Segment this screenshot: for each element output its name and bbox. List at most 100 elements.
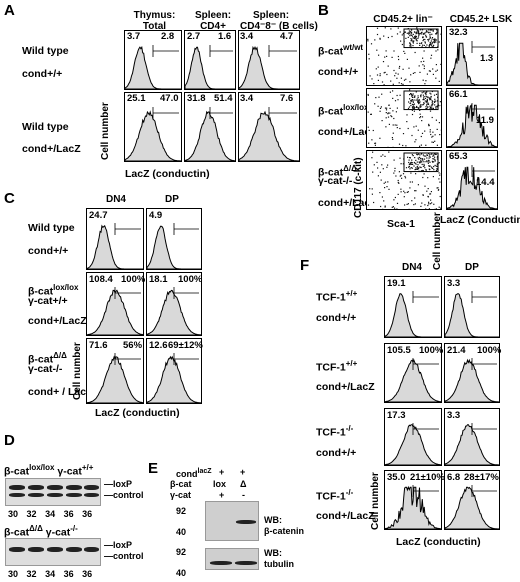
panel-f-hist-r4c1-gate	[412, 485, 439, 497]
panel-b-dotplot-1-point	[415, 37, 417, 39]
panel-b-dotplot-3-point	[394, 170, 396, 172]
panel-a-row2-genotype: Wild type	[22, 121, 69, 133]
panel-c-hist-r2c1-gate	[114, 287, 141, 299]
panel-b-dotplot-3-point	[432, 167, 434, 169]
panel-b-dotplot-1-point	[409, 35, 411, 37]
panel-b-dotplot-3-point	[394, 196, 396, 199]
panel-a-hist-r2c1-curve	[125, 110, 181, 161]
panel-b-dotplot-3-point	[435, 165, 437, 167]
panel-b-dotplot-2-point	[419, 106, 421, 108]
panel-b-dotplot-3-point	[424, 204, 426, 206]
panel-b-dotplot-3-point	[416, 153, 418, 155]
panel-e-marker-92-top: 92	[176, 506, 187, 516]
panel-b-dotplot-3-point	[371, 157, 373, 159]
panel-b-dotplot-2-point	[399, 127, 401, 130]
panel-b-dotplot-1-point	[427, 40, 430, 42]
panel-b-dotplot-1-point	[436, 29, 438, 31]
panel-b-dotplot-1-point	[420, 32, 423, 34]
panel-b-dotplot-1-point	[409, 42, 411, 44]
panel-b-dotplot-3-point	[432, 176, 434, 178]
panel-b-dotplot-2-point	[411, 103, 414, 105]
panel-b-dotplot-2-point	[430, 95, 432, 98]
panel-b-dotplot-1-point	[403, 79, 406, 81]
panel-a-hist-r1c3-curve-svg	[239, 45, 299, 89]
panel-b-dotplot-3-point	[394, 207, 396, 209]
panel-e-tubulin-band-1	[210, 561, 232, 565]
panel-b-dotplot-1-point	[391, 56, 393, 58]
panel-b-dotplot-1-point	[415, 35, 417, 37]
panel-b-dotplot-1-point	[433, 42, 435, 44]
panel-b-dotplot-3-point	[437, 187, 439, 189]
panel-b-dotplot-3-point	[407, 191, 409, 193]
panel-b-dotplot-1-point	[436, 69, 438, 71]
panel-a-hist-r1c2	[184, 30, 236, 90]
panel-b-dotplot-1-point	[419, 33, 421, 35]
panel-b-dotplot-3-point	[388, 188, 390, 190]
panel-b-dotplot-1-point	[410, 40, 412, 42]
panel-b-dotplot-2-point	[372, 129, 374, 132]
panel-f-row3-genotype: TCF-1-/-	[316, 424, 354, 439]
panel-b-dotplot-3-point	[400, 188, 402, 190]
panel-b-row1-genotype: β-catwt/wt	[318, 43, 364, 58]
panel-b-dotplot-3-point	[419, 166, 421, 168]
panel-b-dotplot-3-point	[420, 160, 422, 162]
panel-b-dotplot-2-point	[417, 97, 419, 99]
panel-b-dotplot-3-point	[404, 204, 406, 206]
panel-b-dotplot-2-point	[396, 124, 398, 126]
panel-b-dotplot-2-point	[436, 106, 438, 108]
panel-b-dotplot-1-point	[409, 30, 411, 32]
panel-b-dotplot-3-point	[423, 158, 426, 160]
panel-b-dotplot-3-point	[388, 151, 390, 153]
gel1-band-4a	[66, 485, 82, 490]
panel-b-dotplot-3-point	[410, 161, 412, 163]
panel-b-dotplot-1-point	[410, 74, 412, 76]
panel-b-dotplot-1-point	[416, 31, 418, 33]
panel-b-dotplot-1-point	[417, 30, 419, 32]
panel-c-hist-r3c2-curve-svg	[147, 353, 201, 403]
panel-f-hist-r2c2	[444, 343, 500, 403]
panel-b-dotplot-1	[366, 26, 442, 86]
panel-a-hist-r1c1-gate	[152, 45, 179, 57]
panel-b-dotplot-1-point	[428, 45, 430, 47]
panel-b-dotplot-2-point	[415, 125, 417, 127]
panel-b-dotplot-1-point	[422, 40, 424, 42]
panel-b-dotplot-1-point	[428, 38, 430, 40]
panel-b-dotplot-2-point	[375, 97, 377, 99]
panel-b-dotplot-2-point	[411, 113, 414, 116]
panel-b-dotplot-1-point	[408, 33, 410, 35]
panel-b-dotplot-1-point	[415, 35, 417, 38]
panel-b-dotplot-3-point	[405, 167, 408, 169]
panel-b-dotplot-2-point	[407, 127, 409, 130]
panel-b-dotplot-2-point	[419, 145, 421, 147]
panel-c-hist-r3c1-curve	[87, 355, 143, 403]
panel-b-dotplot-2-point	[418, 99, 421, 101]
panel-b-dotplot-3-point	[429, 193, 432, 195]
panel-b-dotplot-2-point	[420, 135, 422, 138]
panel-b-dotplot-1-point	[422, 64, 424, 66]
panel-b-dotplot-2-point	[434, 98, 436, 100]
panel-b-dotplot-3-point	[434, 160, 436, 162]
panel-b-dotplot-1-point	[423, 67, 425, 70]
panel-b-dotplot-3-point	[409, 163, 411, 165]
panel-b-dotplot-3-point	[404, 177, 407, 179]
panel-b-dotplot-1-point	[435, 64, 437, 66]
panel-f-hist-r4c1-curve-svg	[385, 485, 441, 529]
panel-a-hist-r1c3-gate	[268, 45, 297, 57]
panel-b-dotplot-1-point	[411, 40, 413, 42]
panel-b-dotplot-2-point	[423, 96, 425, 98]
panel-b-dotplot-3-point	[429, 193, 431, 195]
panel-c-hist-r1c1	[86, 208, 144, 270]
panel-b-dotplot-3-point	[420, 158, 422, 160]
panel-b-dotplot-3-point	[377, 167, 379, 169]
panel-b-hist-3-gate	[471, 165, 495, 177]
panel-b-hist-xlabel: LacZ (Conductin)	[440, 214, 520, 226]
panel-b-dotplot-3-point	[422, 158, 424, 160]
panel-b-dotplot-2-point	[391, 116, 393, 118]
panel-b-row2-genotype: β-catlox/lox	[318, 103, 369, 118]
panel-f-r3c1-value: 17.3	[387, 410, 406, 421]
panel-b-dotplot-3-point	[422, 169, 424, 172]
panel-b-dotplot-2-point	[429, 131, 431, 133]
panel-b-dotplot-1-point	[398, 67, 400, 69]
panel-b-dotplot-2-point	[379, 110, 381, 112]
panel-b-dotplot-3-point	[415, 163, 417, 165]
